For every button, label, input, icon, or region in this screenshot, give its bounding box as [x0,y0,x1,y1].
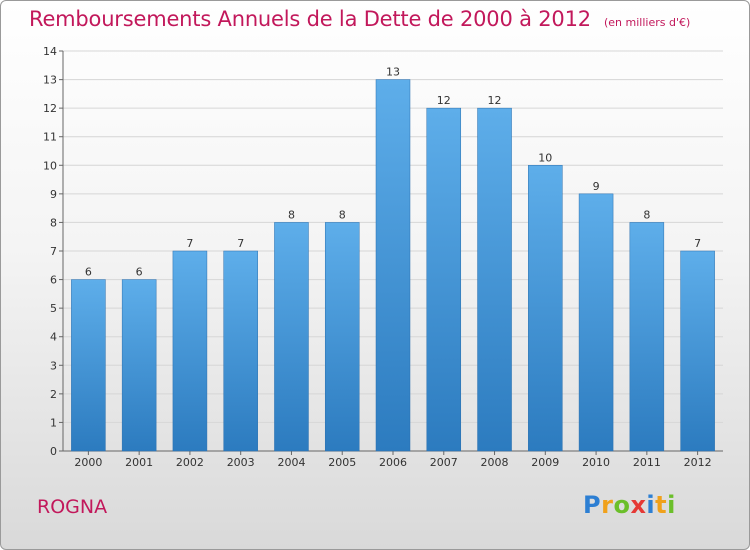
x-tick-label: 2012 [684,456,712,469]
y-tick-label: 8 [50,216,57,229]
x-tick-label: 2011 [633,456,661,469]
bar-value-label: 12 [437,94,451,107]
y-tick-label: 4 [50,331,57,344]
logo-letter: o [613,491,631,519]
bar-value-label: 6 [85,266,92,279]
x-tick-label: 2005 [328,456,356,469]
logo-letter: t [655,491,668,519]
bar [375,79,411,452]
y-tick-label: 7 [50,245,57,258]
bar [71,279,106,452]
y-tick-label: 5 [50,302,57,315]
y-tick-label: 12 [43,102,57,115]
bar-value-label: 6 [136,266,143,279]
bar-value-label: 7 [186,237,193,250]
bar [324,222,360,452]
y-tick-label: 9 [50,188,57,201]
bar [477,107,512,452]
x-tick-label: 2008 [481,456,509,469]
x-tick-label: 2002 [176,456,204,469]
bar-value-label: 9 [593,180,600,193]
y-tick-label: 1 [50,416,57,429]
x-tick-label: 2007 [430,456,458,469]
bar-layer [71,79,715,452]
bar-value-label: 8 [643,208,650,221]
bar-value-label: 8 [339,208,346,221]
bar-value-label: 8 [288,208,295,221]
logo-letter: i [667,491,676,519]
x-tick-label: 2006 [379,456,407,469]
y-tick-label: 6 [50,274,57,287]
y-tick-label: 0 [50,445,57,458]
bar-value-label: 12 [488,94,502,107]
label-layer: 6 6 7 7 8 8 13 12 12 10 9 8 7 [85,66,701,279]
x-tick-label: 2001 [125,456,153,469]
proxiti-logo: Proxiti [583,491,676,519]
x-tick-label: 2000 [74,456,102,469]
y-tick-label: 11 [43,131,57,144]
y-tick-label: 13 [43,74,57,87]
x-tick-label: 2003 [227,456,255,469]
commune-name: ROGNA [37,496,108,518]
x-tick-label: 2004 [277,456,305,469]
logo-letter: i [646,491,656,519]
bar [680,250,715,452]
y-tick-label: 10 [43,159,57,172]
bar-value-label: 7 [237,237,244,250]
y-tick-label: 14 [43,45,57,58]
bar [223,250,258,452]
bar [121,279,157,452]
x-tick-label: 2010 [582,456,610,469]
chart-subtitle: (en milliers d'€) [604,16,691,29]
bar [528,165,563,452]
logo-letter: P [583,491,602,519]
bar [426,107,462,452]
bar [172,250,208,452]
y-tick-label: 2 [50,388,57,401]
bar [629,222,665,452]
bar-value-label: 13 [386,66,400,79]
logo-letter: r [601,491,614,519]
y-tick-label: 3 [50,359,57,372]
title-row: Remboursements Annuels de la Dette de 20… [29,7,690,31]
logo-letter: x [630,491,647,519]
bar [274,222,309,452]
bar-value-label: 10 [538,151,552,164]
bar-value-label: 7 [694,237,701,250]
x-tick-label: 2009 [531,456,559,469]
chart-title: Remboursements Annuels de la Dette de 20… [29,7,591,31]
bar [578,193,614,452]
